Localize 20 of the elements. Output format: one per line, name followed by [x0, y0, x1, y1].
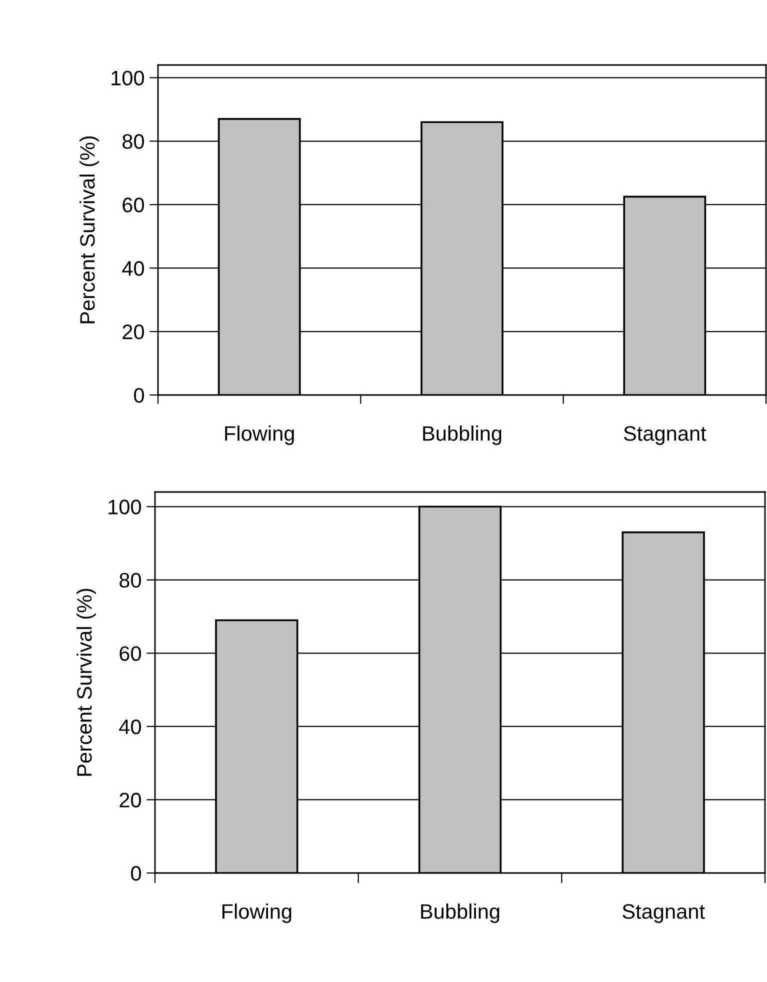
y-axis-title: Percent Survival (%) — [76, 588, 96, 776]
x-tick-label: Bubbling — [421, 904, 500, 923]
y-axis-title: Percent Survival (%) — [80, 136, 99, 324]
x-tick-label: Stagnant — [622, 904, 705, 923]
y-tick-label: 0 — [131, 866, 141, 881]
y-tick-label: 100 — [112, 70, 144, 86]
y-tick-label: 100 — [108, 500, 141, 514]
y-tick-label: 40 — [119, 719, 141, 734]
y-tick-label: 40 — [122, 261, 144, 276]
x-tick-label: Bubbling — [423, 426, 502, 445]
y-tick-label: 60 — [120, 646, 141, 661]
y-tick-label: 20 — [120, 792, 141, 808]
x-tick-label: Flowing — [222, 904, 292, 923]
y-tick-label: 80 — [120, 572, 141, 588]
x-tick-label: Stagnant — [624, 426, 706, 445]
y-tick-label: 0 — [134, 388, 144, 403]
y-tick-label: 80 — [122, 134, 144, 149]
y-tick-label: 20 — [122, 324, 144, 340]
x-tick-label: Flowing — [225, 426, 294, 445]
y-tick-label: 60 — [122, 198, 144, 212]
